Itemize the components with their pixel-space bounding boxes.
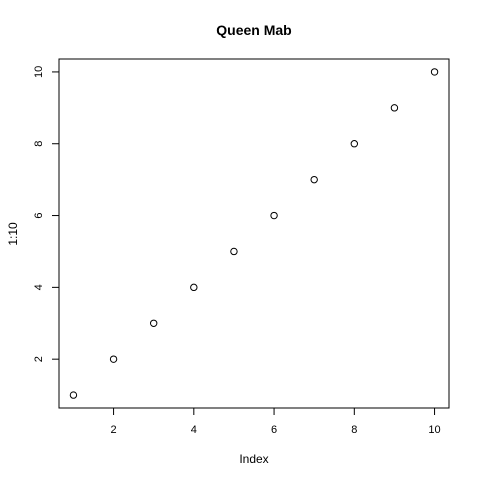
plot-area-border: [58, 58, 450, 409]
y-axis-label: 1:10: [6, 222, 20, 246]
data-point: [230, 247, 238, 256]
y-tick-label: 8: [33, 141, 45, 147]
data-point: [430, 68, 439, 76]
data-point: [190, 283, 198, 292]
x-tick-label: 4: [191, 424, 197, 436]
data-point: [69, 391, 78, 399]
data-points: [69, 68, 439, 399]
x-tick-label: 2: [111, 424, 117, 436]
data-point: [270, 211, 278, 220]
chart-title: Queen Mab: [216, 22, 291, 38]
data-point: [109, 355, 118, 363]
data-point: [350, 140, 359, 148]
y-tick-label: 6: [33, 212, 45, 218]
data-point: [310, 175, 318, 184]
data-point: [149, 319, 158, 327]
y-tick-label: 4: [33, 284, 45, 290]
y-axis: 2 4 6 8 10: [33, 66, 60, 362]
x-tick-label: 10: [428, 424, 440, 436]
y-tick-label: 10: [33, 66, 45, 78]
x-axis-label: Index: [239, 452, 268, 466]
x-tick-label: 8: [351, 424, 357, 436]
x-axis: 2 4 6 8 10: [111, 407, 441, 436]
data-point: [390, 104, 399, 112]
x-tick-label: 6: [271, 424, 277, 436]
y-tick-label: 2: [33, 356, 45, 362]
